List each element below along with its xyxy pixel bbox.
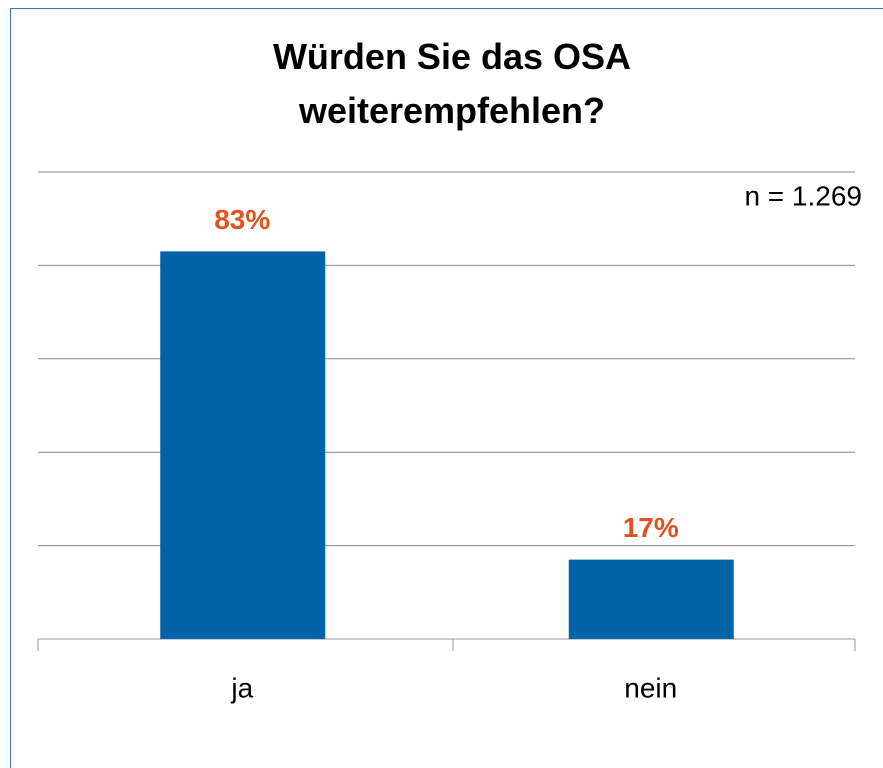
x-tick-label: nein [624,672,677,703]
bar [568,559,734,639]
value-label: 83% [214,204,270,235]
value-label: 17% [623,512,679,543]
bar [160,251,326,639]
chart-frame [10,8,883,768]
annotation: n = 1.269 [744,180,862,211]
chart-title: Würden Sie das OSA weiterempfehlen? [272,36,632,131]
x-tick-label: ja [230,672,253,703]
